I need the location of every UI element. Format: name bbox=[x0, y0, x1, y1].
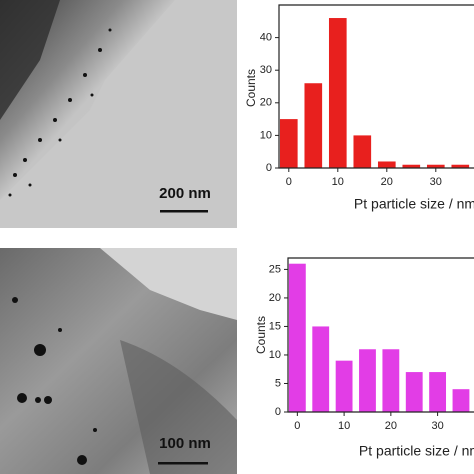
bar bbox=[304, 83, 323, 168]
scale-bar-label: 200 nm bbox=[159, 185, 211, 202]
x-tick-label: 30 bbox=[431, 420, 443, 432]
x-tick-label: 20 bbox=[385, 420, 397, 432]
bar bbox=[402, 164, 421, 168]
y-tick-label: 5 bbox=[275, 377, 281, 389]
bar bbox=[353, 135, 372, 168]
bar bbox=[426, 164, 445, 168]
bar bbox=[429, 372, 447, 412]
bar bbox=[328, 18, 347, 169]
y-tick-label: 30 bbox=[260, 64, 272, 76]
scale-bar-label: 100 nm bbox=[159, 435, 211, 452]
y-tick-label: 25 bbox=[269, 263, 281, 275]
bar bbox=[288, 263, 306, 412]
x-tick-label: 10 bbox=[332, 176, 344, 188]
x-tick-label: 0 bbox=[294, 420, 300, 432]
bar bbox=[377, 161, 396, 168]
bar bbox=[451, 164, 470, 168]
y-tick-label: 40 bbox=[260, 32, 272, 44]
x-axis-title: Pt particle size / nm bbox=[354, 196, 474, 212]
y-tick-label: 20 bbox=[269, 292, 281, 304]
bar bbox=[312, 326, 330, 412]
x-tick-label: 10 bbox=[338, 420, 350, 432]
bar bbox=[452, 389, 470, 412]
axis-frame bbox=[287, 257, 474, 413]
y-tick-label: 10 bbox=[260, 129, 272, 141]
x-tick-label: 30 bbox=[430, 176, 442, 188]
bar bbox=[382, 349, 400, 412]
axis-frame bbox=[278, 4, 474, 169]
y-axis-title: Counts bbox=[254, 316, 268, 354]
y-tick-label: 10 bbox=[269, 349, 281, 361]
tem-image bbox=[0, 0, 237, 228]
bar bbox=[335, 360, 353, 412]
y-axis-title: Counts bbox=[244, 69, 258, 107]
x-tick-label: 0 bbox=[286, 176, 292, 188]
y-tick-label: 0 bbox=[275, 406, 281, 418]
y-tick-label: 15 bbox=[269, 320, 281, 332]
bar bbox=[279, 119, 298, 168]
bar bbox=[405, 372, 423, 412]
y-tick-label: 20 bbox=[260, 97, 272, 109]
y-tick-label: 0 bbox=[266, 162, 272, 174]
tem-image bbox=[0, 248, 237, 474]
x-tick-label: 20 bbox=[381, 176, 393, 188]
bar bbox=[359, 349, 376, 412]
x-axis-title: Pt particle size / nm bbox=[359, 443, 474, 459]
